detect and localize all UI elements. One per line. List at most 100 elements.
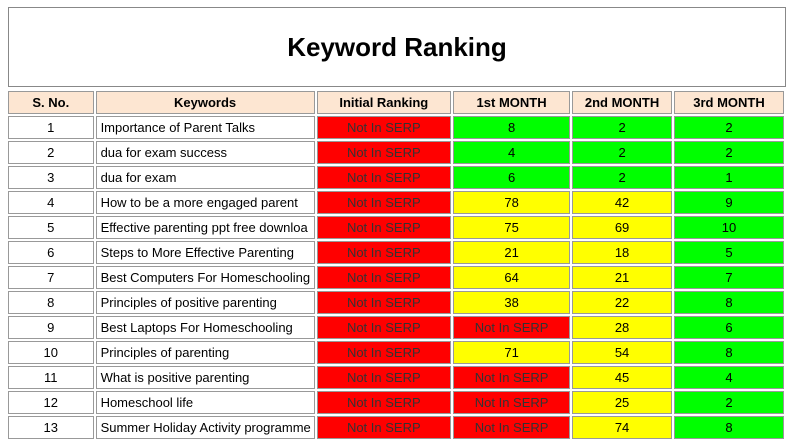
serial-number: 10 (8, 341, 94, 364)
serial-number: 2 (8, 141, 94, 164)
table-row: 8 Principles of positive parenting Not In … (8, 291, 784, 314)
table-row: 7 Best Computers For Homeschooling Not In … (8, 266, 784, 289)
serial-number: 3 (8, 166, 94, 189)
month-1-rank: 21 (453, 241, 571, 264)
serial-number: 9 (8, 316, 94, 339)
serial-number: 8 (8, 291, 94, 314)
month-1-rank: 38 (453, 291, 571, 314)
table-row: 4 How to be a more engaged parent Not In S… (8, 191, 784, 214)
keyword: Summer Holiday Activity programme (95, 416, 315, 439)
initial-ranking: Not In SERP (316, 366, 452, 389)
column-header: 1st MONTH (453, 91, 571, 114)
month-1-rank: Not In SERP (453, 366, 571, 389)
initial-ranking: Not In SERP (316, 316, 452, 339)
month-2-rank: 28 (572, 316, 672, 339)
keyword: Principles of positive parenting (95, 291, 315, 314)
column-header: Initial Ranking (316, 91, 452, 114)
keyword: Best Computers For Homeschooling (95, 266, 315, 289)
serial-number: 4 (8, 191, 94, 214)
initial-ranking: Not In SERP (316, 266, 452, 289)
serial-number: 6 (8, 241, 94, 264)
month-2-rank: 2 (572, 141, 672, 164)
initial-ranking: Not In SERP (316, 166, 452, 189)
month-1-rank: Not In SERP (453, 316, 571, 339)
month-2-rank: 22 (572, 291, 672, 314)
month-2-rank: 42 (572, 191, 672, 214)
keyword: Best Laptops For Homeschooling (95, 316, 315, 339)
month-1-rank: 75 (453, 216, 571, 239)
month-3-rank: 5 (673, 241, 784, 264)
column-header: 2nd MONTH (572, 91, 672, 114)
month-3-rank: 6 (673, 316, 784, 339)
month-1-rank: Not In SERP (453, 416, 571, 439)
table-row: 11 What is positive parenting Not In SERP N… (8, 366, 784, 389)
month-1-rank: 4 (453, 141, 571, 164)
month-1-rank: 8 (453, 116, 571, 139)
column-header: Keywords (95, 91, 315, 114)
month-1-rank: 6 (453, 166, 571, 189)
month-3-rank: 7 (673, 266, 784, 289)
serial-number: 12 (8, 391, 94, 414)
keyword: dua for exam (95, 166, 315, 189)
month-3-rank: 2 (673, 391, 784, 414)
table-row: 13 Summer Holiday Activity programme Not I… (8, 416, 784, 439)
initial-ranking: Not In SERP (316, 391, 452, 414)
column-header: 3rd MONTH (673, 91, 784, 114)
month-3-rank: 2 (673, 141, 784, 164)
initial-ranking: Not In SERP (316, 341, 452, 364)
serial-number: 7 (8, 266, 94, 289)
month-2-rank: 45 (572, 366, 672, 389)
month-2-rank: 21 (572, 266, 672, 289)
initial-ranking: Not In SERP (316, 191, 452, 214)
initial-ranking: Not In SERP (316, 291, 452, 314)
header-row: S. No. Keywords Initial Ranking 1st MONTH 2n… (8, 91, 784, 114)
serial-number: 11 (8, 366, 94, 389)
title: Keyword Ranking (8, 7, 786, 87)
serial-number: 5 (8, 216, 94, 239)
month-1-rank: Not In SERP (453, 391, 571, 414)
keyword: Importance of Parent Talks (95, 116, 315, 139)
table-row: 9 Best Laptops For Homeschooling Not In SE… (8, 316, 784, 339)
table-body: 1 Importance of Parent Talks Not In SERP 8 2… (8, 116, 784, 439)
month-3-rank: 1 (673, 166, 784, 189)
month-2-rank: 74 (572, 416, 672, 439)
month-1-rank: 64 (453, 266, 571, 289)
initial-ranking: Not In SERP (316, 241, 452, 264)
table-row: 12 Homeschool life Not In SERP Not In SERP 2… (8, 391, 784, 414)
keyword: dua for exam success (95, 141, 315, 164)
serial-number: 1 (8, 116, 94, 139)
table-row: 2 dua for exam success Not In SERP 4 2 2 (8, 141, 784, 164)
month-2-rank: 69 (572, 216, 672, 239)
month-3-rank: 2 (673, 116, 784, 139)
month-2-rank: 54 (572, 341, 672, 364)
month-1-rank: 78 (453, 191, 571, 214)
initial-ranking: Not In SERP (316, 141, 452, 164)
serial-number: 13 (8, 416, 94, 439)
initial-ranking: Not In SERP (316, 116, 452, 139)
report: Keyword Ranking S. No. Keywords Initial Ra… (8, 7, 786, 441)
month-3-rank: 9 (673, 191, 784, 214)
month-3-rank: 8 (673, 291, 784, 314)
initial-ranking: Not In SERP (316, 416, 452, 439)
table-row: 5 Effective parenting ppt free downloa Not… (8, 216, 784, 239)
keyword: Principles of parenting (95, 341, 315, 364)
month-2-rank: 2 (572, 166, 672, 189)
month-2-rank: 25 (572, 391, 672, 414)
month-1-rank: 71 (453, 341, 571, 364)
month-2-rank: 2 (572, 116, 672, 139)
keyword: Effective parenting ppt free downloa (95, 216, 315, 239)
keyword: Steps to More Effective Parenting (95, 241, 315, 264)
month-3-rank: 8 (673, 416, 784, 439)
keyword: Homeschool life (95, 391, 315, 414)
month-3-rank: 8 (673, 341, 784, 364)
table-row: 1 Importance of Parent Talks Not In SERP 8 2… (8, 116, 784, 139)
table-row: 10 Principles of parenting Not In SERP 71 54… (8, 341, 784, 364)
month-3-rank: 4 (673, 366, 784, 389)
ranking-table: S. No. Keywords Initial Ranking 1st MONTH 2n… (6, 89, 786, 441)
initial-ranking: Not In SERP (316, 216, 452, 239)
keyword: How to be a more engaged parent (95, 191, 315, 214)
keyword: What is positive parenting (95, 366, 315, 389)
month-3-rank: 10 (673, 216, 784, 239)
table-row: 3 dua for exam Not In SERP 6 2 1 (8, 166, 784, 189)
